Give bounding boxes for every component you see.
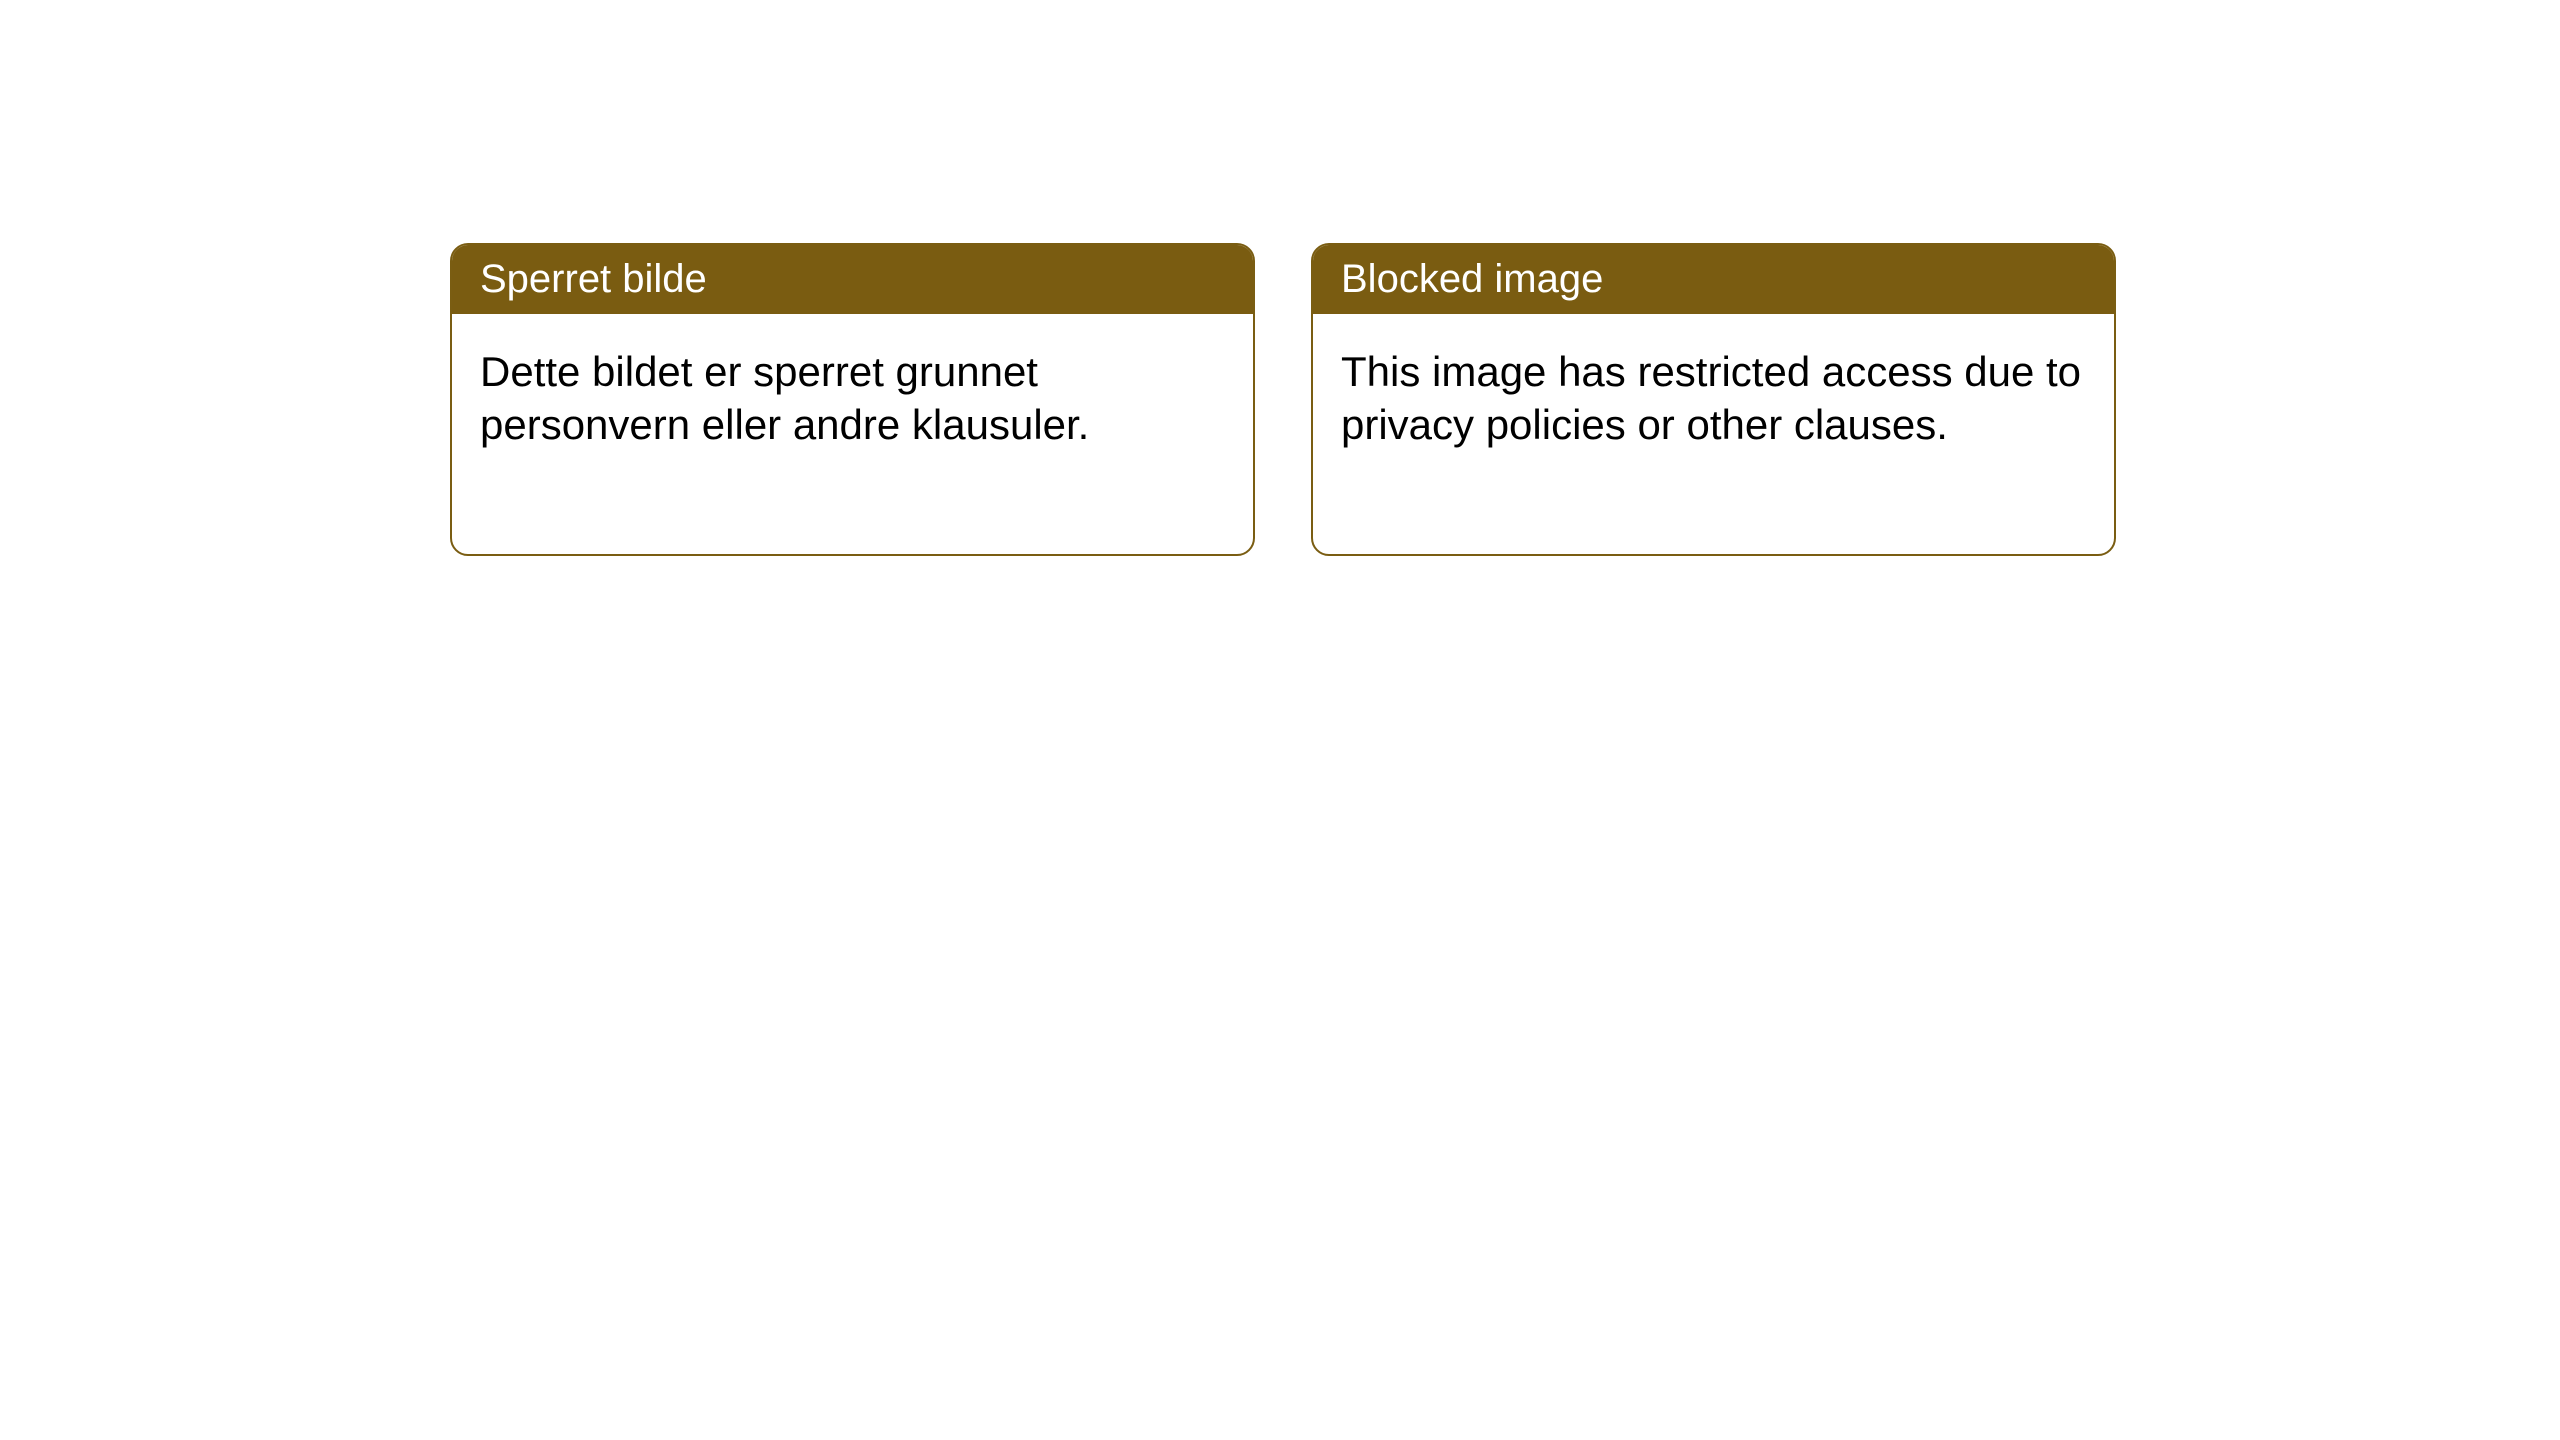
card-message: This image has restricted access due to …	[1341, 348, 2081, 448]
card-body: Dette bildet er sperret grunnet personve…	[452, 314, 1253, 554]
card-title: Sperret bilde	[480, 257, 707, 301]
card-header: Blocked image	[1313, 245, 2114, 314]
card-title: Blocked image	[1341, 257, 1603, 301]
card-header: Sperret bilde	[452, 245, 1253, 314]
card-body: This image has restricted access due to …	[1313, 314, 2114, 554]
blocked-image-card-en: Blocked image This image has restricted …	[1311, 243, 2116, 556]
card-message: Dette bildet er sperret grunnet personve…	[480, 348, 1089, 448]
blocked-image-card-no: Sperret bilde Dette bildet er sperret gr…	[450, 243, 1255, 556]
notice-container: Sperret bilde Dette bildet er sperret gr…	[0, 0, 2560, 556]
